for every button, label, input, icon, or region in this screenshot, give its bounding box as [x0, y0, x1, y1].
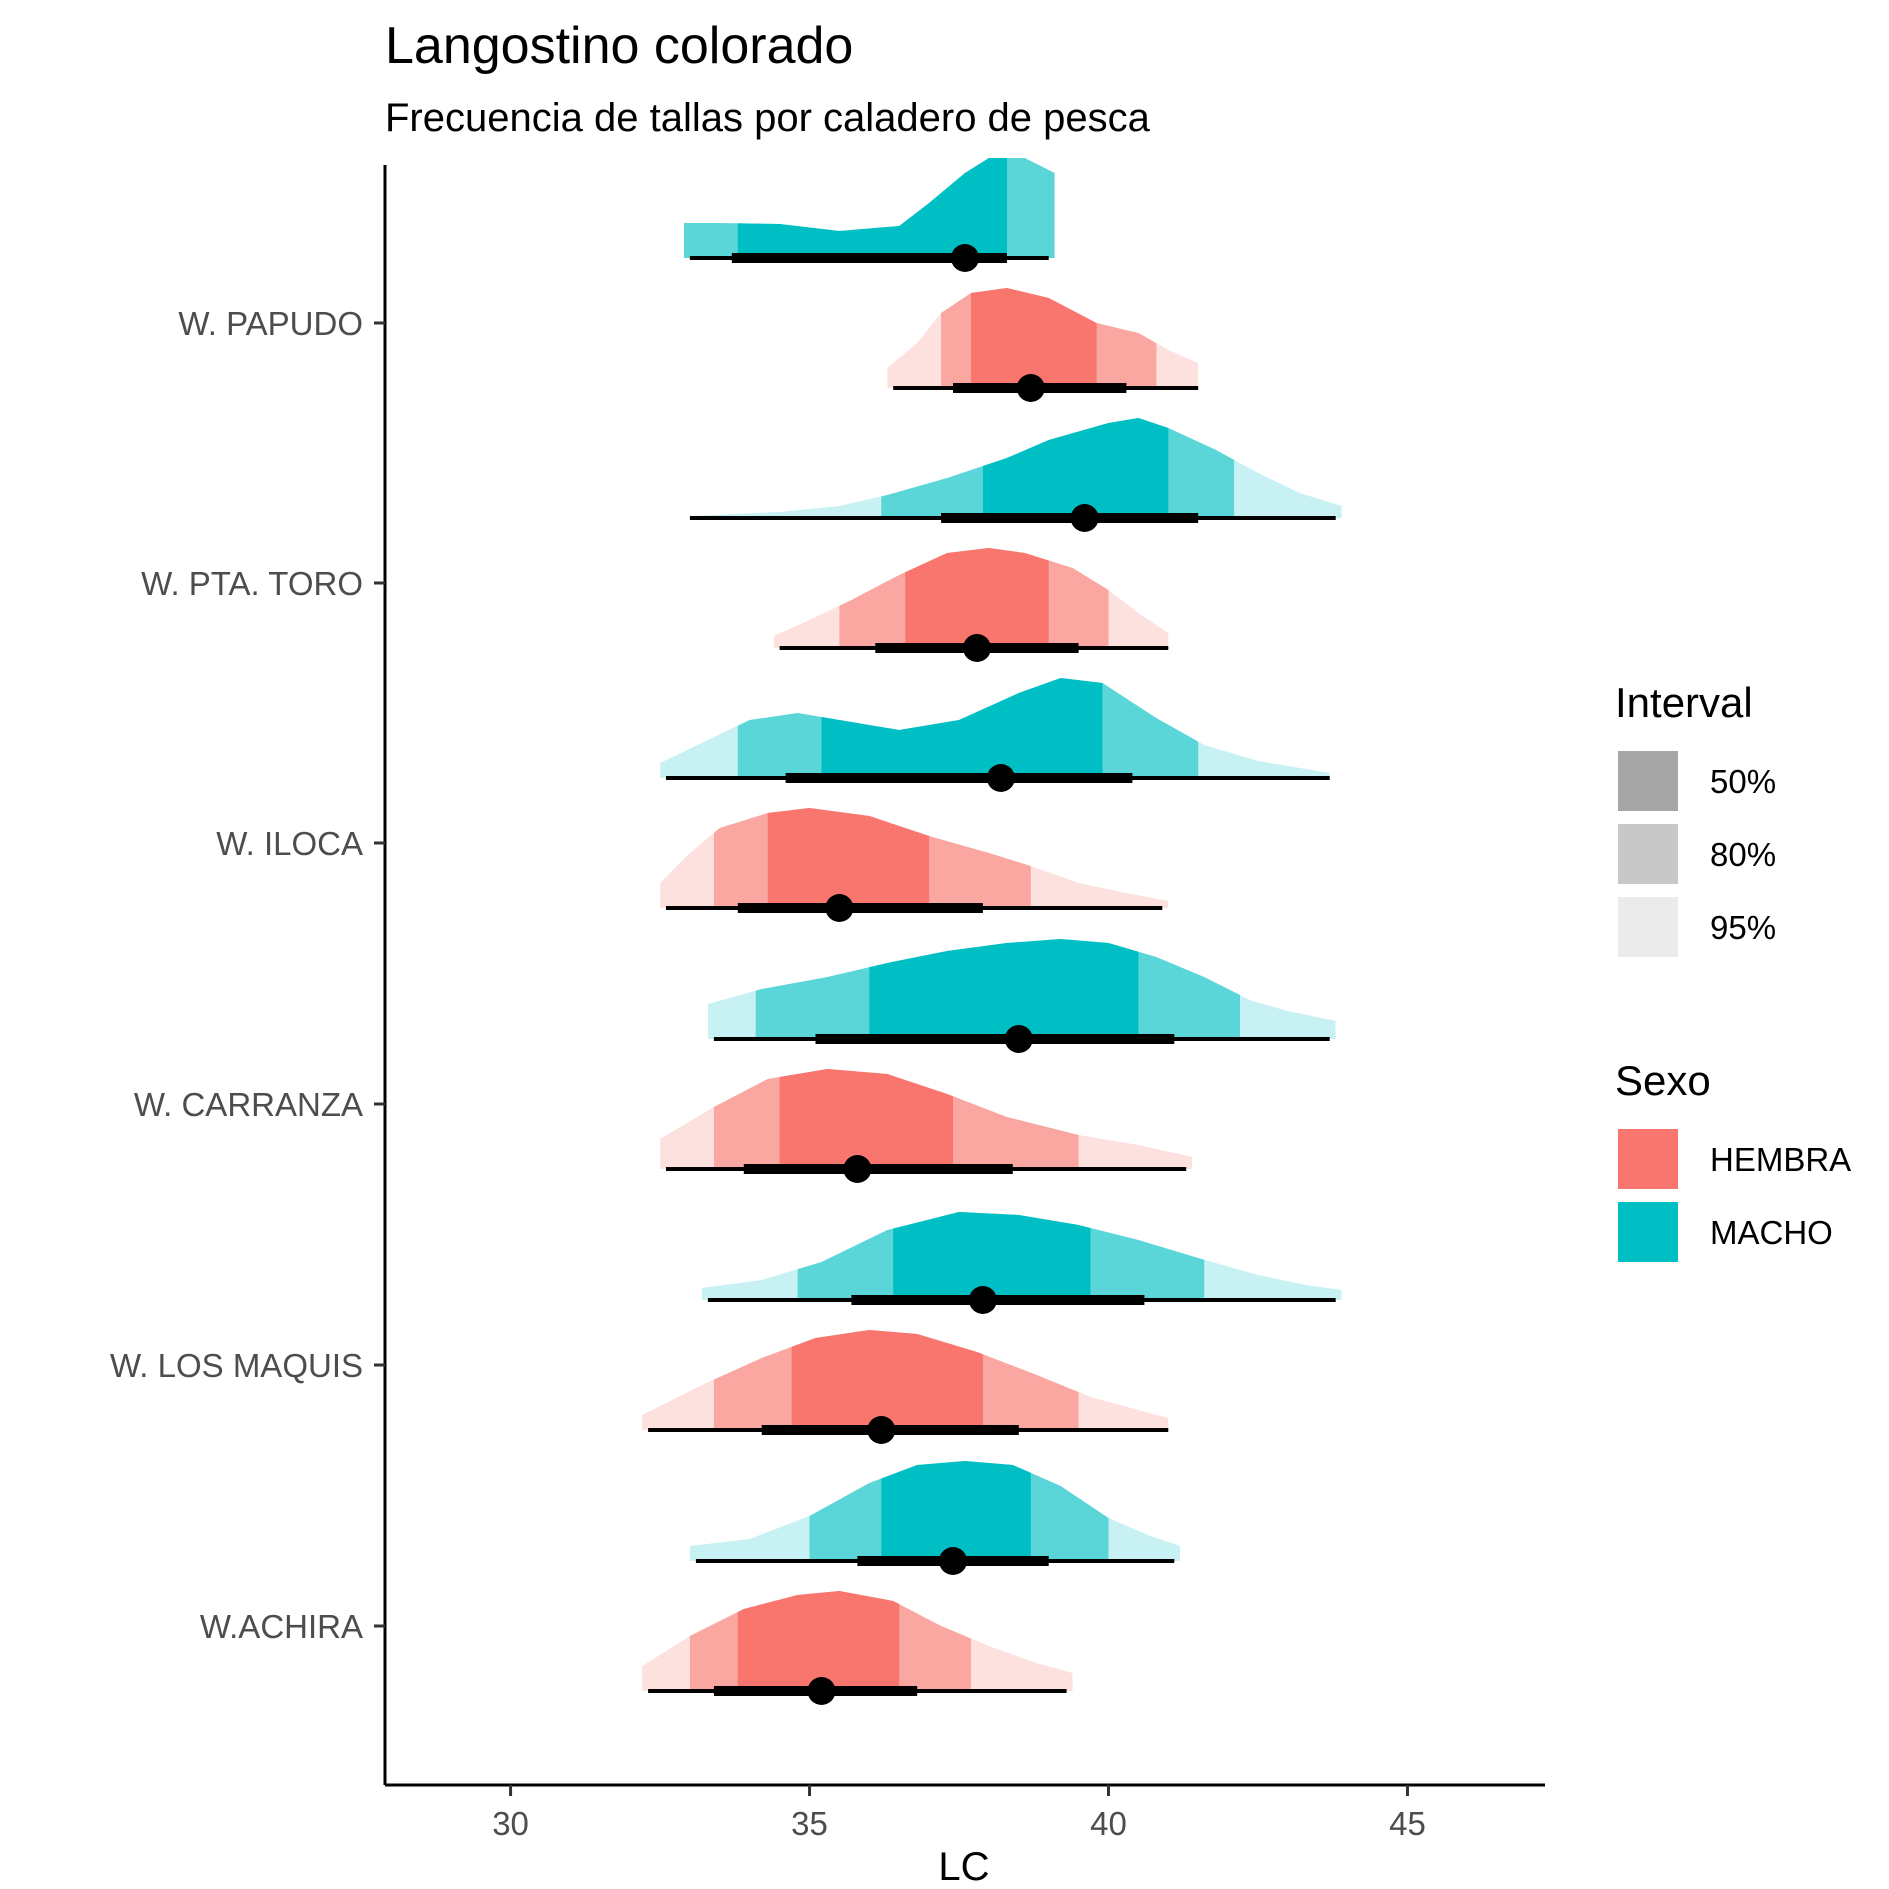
x-tick-label-35: 35 [791, 1805, 828, 1842]
interval-50-band-w-achira-hembra [737, 1591, 900, 1691]
series-w-iloca-hembra [660, 808, 1169, 922]
series-w-iloca-macho [660, 678, 1330, 792]
median-point-w-pta-toro-macho [1070, 504, 1099, 532]
x-tick-label-45: 45 [1389, 1805, 1426, 1842]
median-point-w-papudo-hembra [1016, 374, 1045, 402]
y-tick-label-w-papudo: W. PAPUDO [178, 305, 363, 342]
legend-key-95 [1618, 897, 1678, 957]
median-point-w-iloca-macho [986, 764, 1015, 792]
interval-50-band-w-carranza-macho [869, 939, 1139, 1039]
median-point-w-iloca-hembra [825, 894, 854, 922]
y-tick-label-w-los-maquis: W. LOS MAQUIS [110, 1347, 363, 1384]
interval-50-band-w-pta-toro-hembra [905, 548, 1049, 648]
interval-50-band-w-los-maquis-hembra [791, 1330, 983, 1430]
interval-50-band-w-pta-toro-macho [982, 418, 1169, 518]
series-w-los-maquis-macho [701, 1212, 1342, 1314]
x-axis-label: LC [938, 1845, 989, 1889]
interval-50-band-w-papudo-hembra [971, 288, 1097, 388]
legend-interval-title: Interval [1615, 679, 1753, 726]
series-w-carranza-hembra [660, 1069, 1193, 1183]
legend-sexo-title: Sexo [1615, 1057, 1711, 1104]
series-w-achira-macho [689, 1461, 1181, 1575]
chart-title: Langostino colorado [385, 17, 853, 75]
series-w-pta-toro-macho [689, 418, 1342, 532]
chart-subtitle: Frecuencia de tallas por caladero de pes… [385, 96, 1151, 140]
x-tick-label-30: 30 [492, 1805, 529, 1842]
legend-label-macho: MACHO [1710, 1214, 1833, 1251]
median-point-w-achira-macho [939, 1547, 967, 1575]
legend-label-80: 80% [1710, 836, 1776, 873]
median-point-w-los-maquis-hembra [867, 1416, 896, 1444]
y-tick-label-w-carranza: W. CARRANZA [134, 1086, 363, 1123]
y-tick-label-w-pta-toro: W. PTA. TORO [141, 565, 363, 602]
median-point-w-los-maquis-macho [968, 1286, 997, 1314]
series-w-papudo-hembra [887, 288, 1199, 402]
y-axis: W. PAPUDO W. PTA. TORO W. ILOCA W. CARRANZA… [110, 165, 387, 1785]
interval-50-band-w-iloca-macho [821, 678, 1103, 778]
x-tick-label-40: 40 [1090, 1805, 1127, 1842]
legend-label-hembra: HEMBRA [1710, 1141, 1851, 1178]
legend-key-hembra [1618, 1129, 1678, 1189]
interval-50-band-w-papudo-macho [737, 158, 1007, 258]
median-point-w-achira-hembra [807, 1677, 836, 1705]
legend-key-80 [1618, 824, 1678, 884]
median-point-w-papudo-macho [951, 244, 979, 272]
median-point-w-carranza-macho [1004, 1025, 1033, 1053]
legend-key-50 [1618, 751, 1678, 811]
interval-50-band-w-achira-macho [881, 1461, 1031, 1561]
median-point-w-carranza-hembra [843, 1155, 872, 1183]
legend-key-macho [1618, 1202, 1678, 1262]
series-w-pta-toro-hembra [773, 548, 1169, 662]
series-w-los-maquis-hembra [642, 1330, 1169, 1444]
plot-area [642, 158, 1342, 1705]
y-tick-label-w-achira: W.ACHIRA [200, 1608, 363, 1645]
interval-50-band-w-iloca-hembra [767, 808, 930, 908]
x-axis: 30 35 40 45 [385, 1783, 1545, 1842]
interval-50-band-w-carranza-hembra [779, 1069, 953, 1169]
legend-label-95: 95% [1710, 909, 1776, 946]
legend-label-50: 50% [1710, 763, 1776, 800]
series-w-carranza-macho [707, 939, 1336, 1053]
y-tick-label-w-iloca: W. ILOCA [216, 825, 363, 862]
interval-50-band-w-los-maquis-macho [893, 1212, 1091, 1300]
series-w-papudo-macho [684, 158, 1055, 272]
legend: Interval 50% 80% 95% Sexo HEMBRA MACHO [1615, 679, 1851, 1262]
median-point-w-pta-toro-hembra [963, 634, 991, 662]
series-w-achira-hembra [642, 1591, 1073, 1705]
